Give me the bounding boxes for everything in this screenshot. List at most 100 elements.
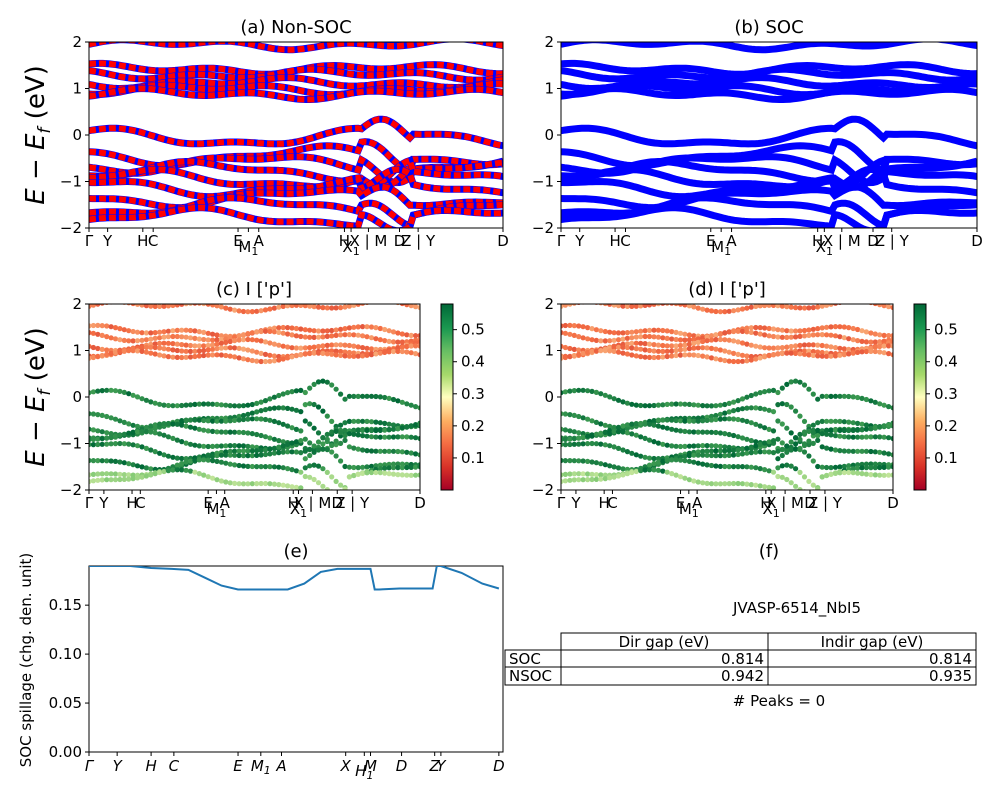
- band-dot: [315, 343, 322, 350]
- band-dot: [806, 478, 812, 484]
- band-dot: [624, 430, 631, 436]
- band-dot: [704, 417, 710, 423]
- band-dot: [598, 328, 604, 334]
- band-dot: [161, 432, 167, 438]
- band-dot: [762, 332, 768, 338]
- band-dot: [580, 441, 586, 447]
- band-dot: [307, 350, 313, 357]
- band-dot: [112, 441, 119, 447]
- band-dot: [704, 462, 710, 468]
- band-dot: [104, 323, 110, 329]
- band-dot: [855, 465, 861, 471]
- x-tick-label: H: [137, 232, 148, 250]
- band-dot: [338, 348, 344, 355]
- band-dot: [801, 333, 808, 339]
- band-dot: [368, 352, 375, 358]
- band-dot: [342, 433, 348, 439]
- band-dot: [646, 341, 653, 347]
- band-dot: [324, 342, 330, 348]
- band-dot: [695, 479, 701, 485]
- band-dot: [739, 406, 746, 412]
- band-dot: [192, 401, 198, 407]
- band-dot: [819, 304, 825, 309]
- band-dot: [187, 354, 194, 360]
- band-dot: [770, 450, 777, 456]
- band-dot: [855, 470, 861, 476]
- band-line: [89, 183, 503, 212]
- band-dot: [395, 348, 401, 354]
- band-dot: [386, 471, 392, 477]
- band-dot: [245, 463, 251, 469]
- band-dot: [201, 417, 207, 424]
- band-dot: [832, 333, 839, 339]
- band-dot: [307, 446, 313, 452]
- band-dot: [311, 350, 317, 356]
- band-dot: [227, 353, 233, 359]
- band-dot: [819, 474, 825, 480]
- band-dot: [561, 472, 564, 478]
- band-dot: [108, 431, 114, 437]
- band-dot: [717, 309, 724, 315]
- band-dot: [872, 348, 878, 355]
- band-dot: [797, 379, 803, 385]
- band-dot: [819, 418, 825, 424]
- band-dot: [289, 449, 295, 455]
- band-dot: [355, 446, 361, 452]
- band-dot: [293, 468, 299, 474]
- band-dot: [148, 466, 154, 472]
- band-dot: [819, 332, 825, 338]
- band-dot: [846, 351, 852, 357]
- band-dot: [165, 340, 171, 346]
- band-dot: [841, 352, 847, 358]
- band-dot: [713, 481, 719, 487]
- band-dot: [744, 353, 750, 359]
- colorbar-tick-label: 0.3: [461, 385, 485, 403]
- band-dot: [611, 474, 617, 480]
- band-dot: [249, 416, 255, 422]
- band-dot: [850, 394, 856, 400]
- band-dot: [868, 339, 874, 345]
- band-dot: [731, 416, 737, 422]
- band-dot: [192, 425, 198, 431]
- band-dot: [399, 344, 405, 350]
- y-tick-label: −2: [60, 219, 82, 237]
- band-dot: [386, 349, 392, 355]
- band-dot: [593, 337, 600, 343]
- band-dot: [90, 330, 96, 336]
- band-dot: [342, 349, 348, 355]
- band-dot: [404, 343, 410, 350]
- band-dot: [841, 469, 847, 476]
- band-dot: [806, 428, 812, 434]
- band-dot: [271, 341, 277, 347]
- y-tick-label: 0: [72, 388, 82, 406]
- band-dot: [302, 304, 308, 309]
- band-dot: [571, 441, 577, 447]
- band-dot: [351, 332, 357, 338]
- band-dot: [629, 340, 635, 346]
- band-dot: [390, 422, 397, 428]
- band-dot: [90, 427, 96, 433]
- band-dot: [232, 338, 238, 344]
- table-peaks: # Peaks = 0: [733, 692, 825, 710]
- band-dot: [585, 441, 591, 447]
- band-dot: [788, 447, 794, 453]
- band-dot: [324, 431, 330, 437]
- band-dot: [126, 476, 132, 482]
- band-dot: [629, 345, 635, 351]
- band-dot: [739, 328, 746, 334]
- band-dot: [748, 304, 754, 310]
- band-dot: [607, 329, 613, 335]
- band-dot: [571, 388, 577, 394]
- band-dot: [722, 463, 728, 470]
- band-dot: [872, 434, 878, 440]
- band-dot: [571, 323, 577, 329]
- band-dot: [868, 398, 874, 404]
- band-dot: [686, 443, 693, 449]
- band-dot: [210, 401, 216, 407]
- band-dot: [602, 328, 608, 335]
- band-dot: [165, 468, 171, 474]
- band-dot: [717, 416, 724, 422]
- band-dot: [232, 462, 238, 468]
- band-dot: [307, 401, 313, 407]
- band-dot: [664, 335, 670, 341]
